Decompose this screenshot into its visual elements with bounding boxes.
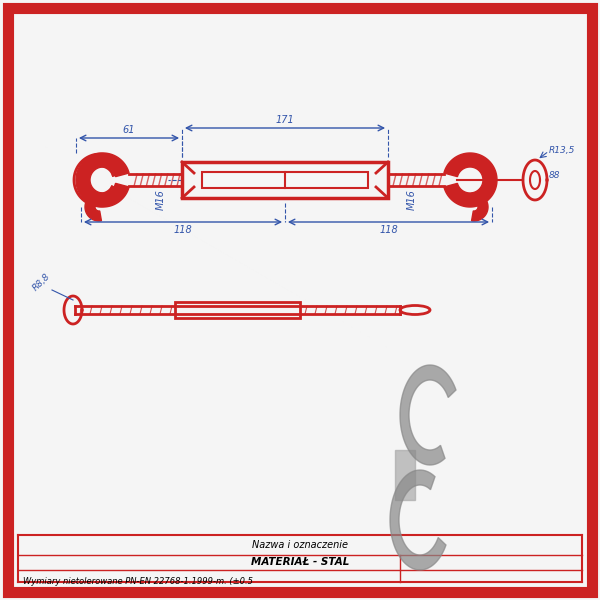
Text: M16: M16 [156,190,166,211]
Text: 118: 118 [379,225,398,235]
Bar [175,302,300,318]
Text: Wymiary nietolerowane PN-EN 22768-1.1999-m. (±0.5: Wymiary nietolerowane PN-EN 22768-1.1999… [23,577,253,587]
Polygon shape [400,365,456,465]
Polygon shape [390,470,446,570]
Text: R8,8: R8,8 [32,272,52,292]
Text: M16: M16 [407,190,417,211]
Text: 118: 118 [173,225,193,235]
Bar [202,172,368,188]
Text: R13,5: R13,5 [549,145,575,154]
Text: 88: 88 [549,170,560,179]
Bar [182,162,388,198]
Polygon shape [444,153,497,207]
Text: Nazwa i oznaczenie: Nazwa i oznaczenie [252,540,348,550]
Text: 61: 61 [123,125,135,135]
Text: 171: 171 [275,115,295,125]
Polygon shape [395,450,415,500]
Polygon shape [85,193,101,221]
Polygon shape [472,193,488,221]
Text: MATERIAŁ - STAL: MATERIAŁ - STAL [251,557,349,567]
Polygon shape [76,153,129,207]
